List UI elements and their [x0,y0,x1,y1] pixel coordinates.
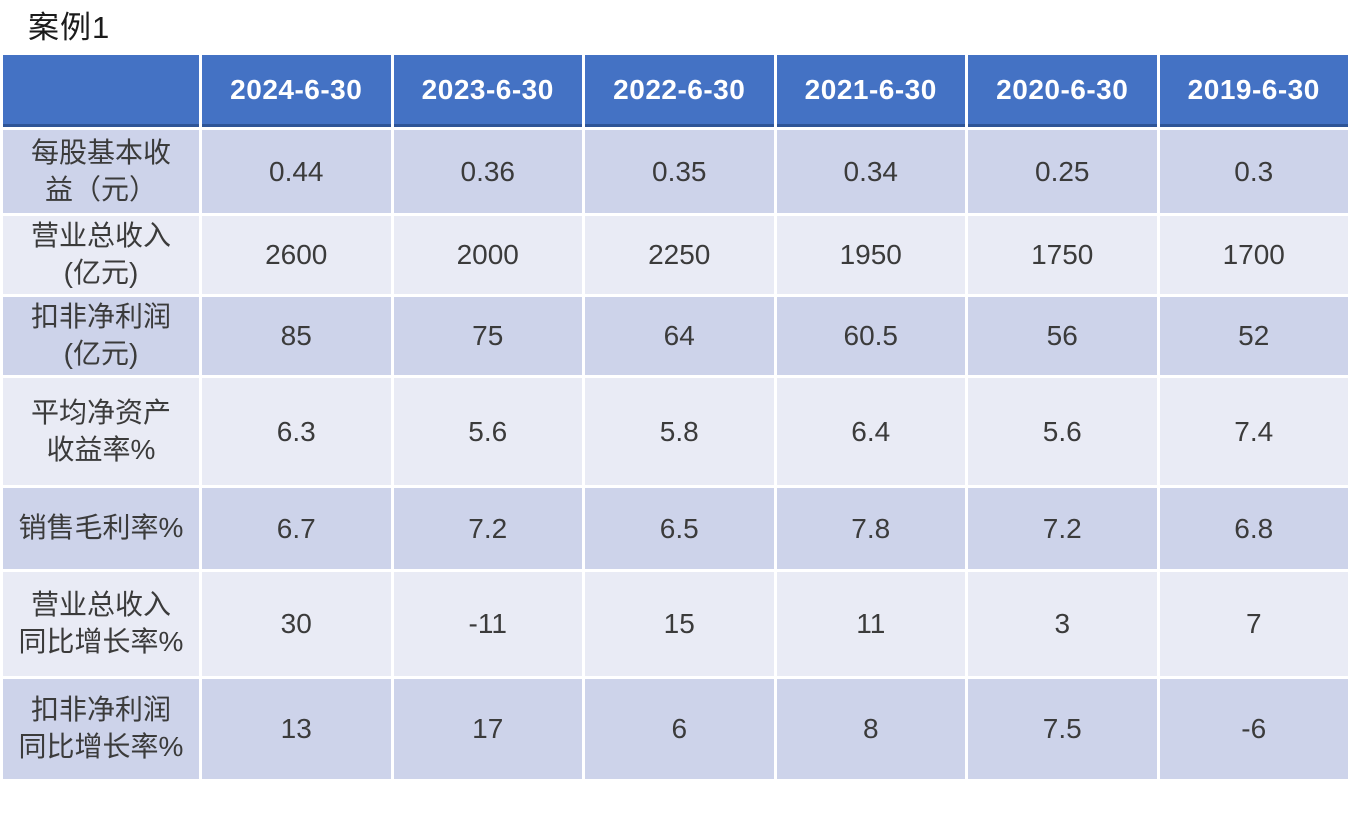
cell-value: 1750 [968,216,1157,294]
column-header: 2020-6-30 [968,55,1157,127]
row-label: 扣非净利润 (亿元) [3,297,199,375]
cell-value: 8 [776,679,965,779]
cell-value: -11 [393,572,582,676]
column-header: 2023-6-30 [393,55,582,127]
cell-value: 52 [1159,297,1348,375]
cell-value: 0.3 [1159,130,1348,213]
cell-value: 0.35 [585,130,774,213]
cell-value: 6.7 [202,488,391,569]
cell-value: 2000 [393,216,582,294]
column-header: 2019-6-30 [1159,55,1348,127]
cell-value: 15 [585,572,774,676]
row-label: 销售毛利率% [3,488,199,569]
table-header-row: 2024-6-30 2023-6-30 2022-6-30 2021-6-30 … [3,55,1348,127]
cell-value: 3 [968,572,1157,676]
cell-value: 5.8 [585,378,774,485]
cell-value: 7.4 [1159,378,1348,485]
cell-value: 1700 [1159,216,1348,294]
cell-value: 6.3 [202,378,391,485]
row-label: 营业总收入 同比增长率% [3,572,199,676]
table-row: 扣非净利润 同比增长率% 13 17 6 8 7.5 -6 [3,679,1348,779]
cell-value: 7.2 [968,488,1157,569]
cell-value: 30 [202,572,391,676]
table-row: 平均净资产 收益率% 6.3 5.6 5.8 6.4 5.6 7.4 [3,378,1348,485]
cell-value: 64 [585,297,774,375]
cell-value: 60.5 [776,297,965,375]
financial-metrics-table: 2024-6-30 2023-6-30 2022-6-30 2021-6-30 … [0,52,1351,782]
cell-value: 1950 [776,216,965,294]
cell-value: 6.5 [585,488,774,569]
corner-cell [3,55,199,127]
column-header: 2021-6-30 [776,55,965,127]
cell-value: 17 [393,679,582,779]
table-row: 营业总收入 同比增长率% 30 -11 15 11 3 7 [3,572,1348,676]
table-row: 营业总收入 (亿元) 2600 2000 2250 1950 1750 1700 [3,216,1348,294]
cell-value: 0.36 [393,130,582,213]
cell-value: 6.4 [776,378,965,485]
page-title: 案例1 [28,10,111,45]
column-header: 2024-6-30 [202,55,391,127]
cell-value: -6 [1159,679,1348,779]
column-header: 2022-6-30 [585,55,774,127]
cell-value: 2250 [585,216,774,294]
table-row: 扣非净利润 (亿元) 85 75 64 60.5 56 52 [3,297,1348,375]
cell-value: 11 [776,572,965,676]
cell-value: 56 [968,297,1157,375]
cell-value: 85 [202,297,391,375]
cell-value: 0.34 [776,130,965,213]
cell-value: 7 [1159,572,1348,676]
table-row: 每股基本收 益（元） 0.44 0.36 0.35 0.34 0.25 0.3 [3,130,1348,213]
row-label: 平均净资产 收益率% [3,378,199,485]
row-label: 营业总收入 (亿元) [3,216,199,294]
row-label: 每股基本收 益（元） [3,130,199,213]
cell-value: 75 [393,297,582,375]
table-row: 销售毛利率% 6.7 7.2 6.5 7.8 7.2 6.8 [3,488,1348,569]
cell-value: 13 [202,679,391,779]
cell-value: 7.2 [393,488,582,569]
row-label: 扣非净利润 同比增长率% [3,679,199,779]
cell-value: 6 [585,679,774,779]
cell-value: 2600 [202,216,391,294]
cell-value: 6.8 [1159,488,1348,569]
cell-value: 5.6 [968,378,1157,485]
cell-value: 7.5 [968,679,1157,779]
cell-value: 5.6 [393,378,582,485]
cell-value: 7.8 [776,488,965,569]
cell-value: 0.44 [202,130,391,213]
cell-value: 0.25 [968,130,1157,213]
